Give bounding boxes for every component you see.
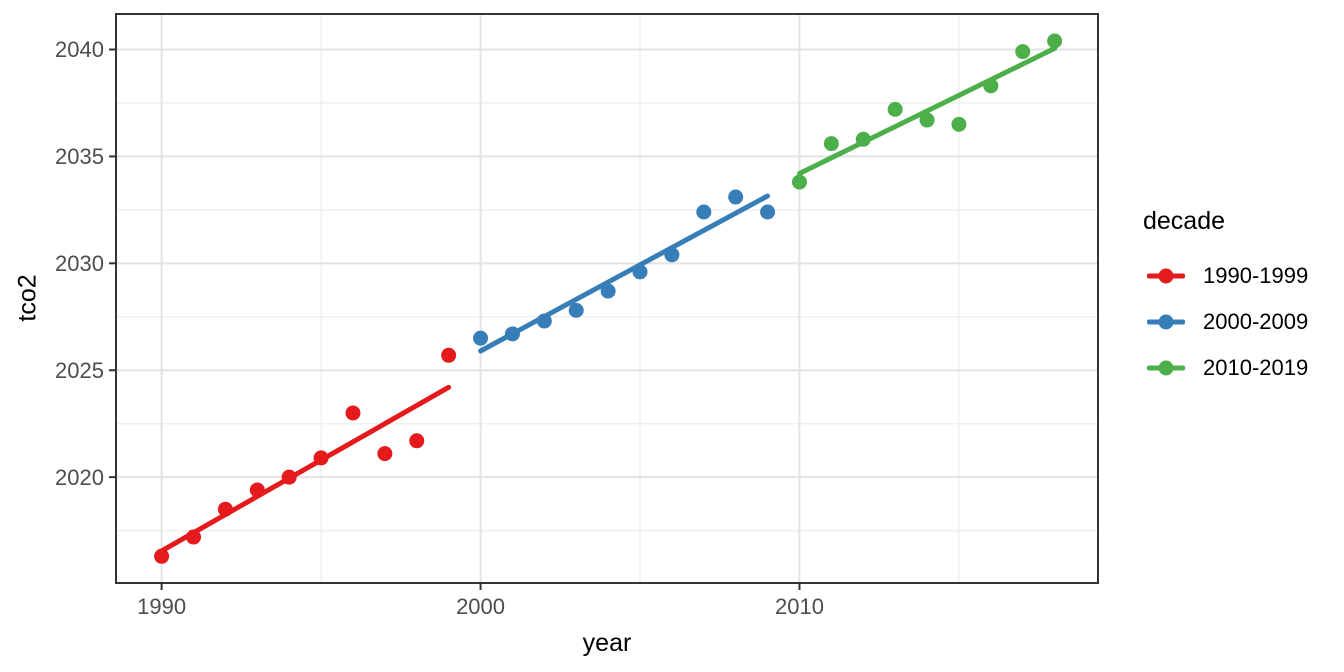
x-axis-title: year: [582, 629, 632, 657]
data-point-1990-1999: [154, 548, 170, 564]
data-point-2000-2009: [473, 330, 489, 346]
x-tick-label: 2000: [456, 594, 505, 619]
data-point-2010-2019: [983, 78, 999, 94]
data-point-2010-2019: [919, 112, 935, 128]
data-point-2010-2019: [855, 131, 871, 147]
legend-entry-label: 1990-1999: [1203, 263, 1309, 288]
legend-key-icon: [1147, 268, 1185, 284]
trend-line-1990-1999: [159, 384, 452, 554]
legend-entry-label: 2010-2019: [1203, 355, 1309, 380]
data-point-2010-2019: [887, 101, 903, 117]
data-point-1990-1999: [313, 450, 329, 466]
data-point-2000-2009: [504, 326, 520, 342]
legend-key-dot: [1158, 268, 1174, 284]
x-tick-label: 1990: [137, 594, 186, 619]
legend-entry-label: 2000-2009: [1203, 309, 1309, 334]
legend-title: decade: [1143, 207, 1226, 235]
y-axis-title: tco2: [13, 274, 42, 322]
data-point-1990-1999: [345, 405, 361, 421]
data-point-2010-2019: [1015, 44, 1031, 60]
trend-line-2010-2019: [796, 45, 1058, 177]
data-point-2000-2009: [568, 302, 584, 318]
legend-key-icon: [1147, 314, 1185, 330]
data-point-2000-2009: [664, 247, 680, 263]
legend-entry-1990-1999: 1990-1999: [1143, 253, 1308, 299]
data-point-2000-2009: [632, 264, 648, 280]
data-point-2010-2019: [791, 174, 807, 190]
data-point-2000-2009: [728, 189, 744, 205]
data-point-1990-1999: [217, 501, 233, 517]
data-point-1990-1999: [249, 482, 265, 498]
y-tick-label: 2030: [55, 251, 104, 276]
data-point-1990-1999: [441, 347, 457, 363]
x-tick-label: 2010: [775, 594, 824, 619]
legend-key-dot: [1158, 360, 1174, 376]
legend-entry-2010-2019: 2010-2019: [1143, 345, 1308, 391]
trend-line-2000-2009: [478, 193, 771, 354]
y-tick-label: 2020: [55, 465, 104, 490]
y-tick-label: 2040: [55, 37, 104, 62]
data-point-2010-2019: [951, 116, 967, 132]
data-point-2000-2009: [536, 313, 552, 329]
data-point-1990-1999: [409, 433, 425, 449]
legend: decade 1990-1999 2000-2009 2010-2019: [1143, 206, 1308, 391]
data-point-2000-2009: [696, 204, 712, 220]
data-point-1990-1999: [377, 446, 393, 462]
y-tick-label: 2025: [55, 358, 104, 383]
data-point-2000-2009: [600, 283, 616, 299]
legend-key-icon: [1147, 360, 1185, 376]
data-point-1990-1999: [186, 529, 202, 545]
legend-key-dot: [1158, 314, 1174, 330]
panel-border: [115, 13, 1099, 584]
data-point-2010-2019: [1047, 33, 1063, 49]
legend-entry-2000-2009: 2000-2009: [1143, 299, 1308, 345]
legend-entries: 1990-1999 2000-2009 2010-2019: [1143, 253, 1308, 391]
data-point-2000-2009: [760, 204, 776, 220]
y-tick-label: 2035: [55, 144, 104, 169]
data-point-2010-2019: [823, 136, 839, 152]
data-point-1990-1999: [281, 469, 297, 485]
